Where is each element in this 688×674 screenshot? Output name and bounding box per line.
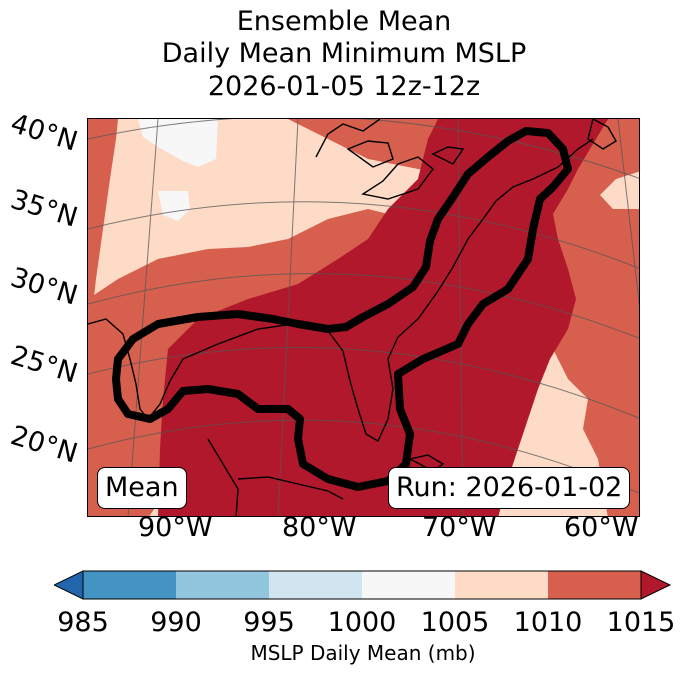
colorbar-bin-1010-1015	[548, 571, 641, 599]
title-line-2: Daily Mean Minimum MSLP	[161, 38, 527, 69]
lat-label-35n: 35°N	[6, 184, 82, 234]
lat-label-20n: 20°N	[6, 420, 82, 470]
map-panel: Mean Run: 2026-01-02	[87, 118, 640, 517]
colorbar-tick-1000: 1000	[327, 607, 397, 638]
colorbar-frame	[82, 570, 642, 600]
mslp-contour-1015	[112, 127, 572, 491]
lon-label-90w: 90°W	[138, 512, 213, 543]
lat-label-40n: 40°N	[6, 108, 82, 158]
shade-1000-1005-north	[138, 119, 218, 167]
coastlines	[88, 119, 617, 516]
lat-label-25n: 25°N	[6, 340, 82, 390]
colorbar-bin-1000-1005	[362, 571, 455, 599]
title-line-3: 2026-01-05 12z-12z	[207, 71, 481, 102]
colorbar-tick-1005: 1005	[420, 607, 490, 638]
colorbar-bin-985-990	[83, 571, 176, 599]
colorbar-extend-high	[640, 570, 672, 600]
colorbar	[54, 570, 672, 600]
lat-label-30n: 30°N	[6, 262, 82, 312]
lon-label-60w: 60°W	[564, 512, 639, 543]
shade-1000-1005-small	[158, 191, 190, 221]
shade-above-1015	[158, 119, 608, 516]
title-line-1: Ensemble Mean	[236, 6, 452, 37]
lon-label-70w: 70°W	[422, 512, 497, 543]
lon-label-80w: 80°W	[282, 512, 357, 543]
run-date-badge: Run: 2026-01-02	[388, 467, 631, 509]
colorbar-tick-1010: 1010	[513, 607, 583, 638]
colorbar-bin-990-995	[176, 571, 269, 599]
colorbar-tick-995: 995	[243, 607, 295, 638]
colorbar-title: MSLP Daily Mean (mb)	[250, 641, 476, 665]
mslp-map	[88, 119, 639, 516]
colorbar-bin-995-1000	[269, 571, 362, 599]
colorbar-bin-1005-1010	[455, 571, 548, 599]
mean-badge: Mean	[97, 467, 187, 509]
colorbar-tick-990: 990	[150, 607, 202, 638]
colorbar-extend-low	[54, 570, 84, 600]
colorbar-tick-985: 985	[57, 607, 109, 638]
colorbar-tick-1015: 1015	[606, 607, 676, 638]
